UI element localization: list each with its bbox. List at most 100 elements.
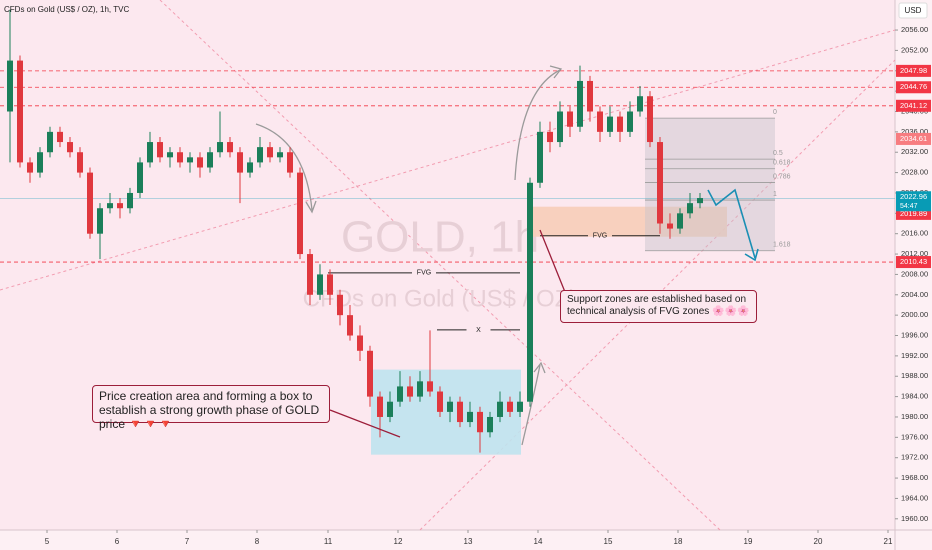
candle-body xyxy=(67,142,73,153)
candle-body xyxy=(107,203,113,209)
candle-body xyxy=(667,223,673,229)
candle-body xyxy=(147,142,153,163)
candle-body xyxy=(417,381,423,397)
candle-body xyxy=(27,162,33,173)
y-tick-label: 1976.00 xyxy=(901,432,928,441)
candle-body xyxy=(17,60,23,163)
candle-body xyxy=(367,350,373,397)
y-tick-label: 1980.00 xyxy=(901,412,928,421)
candle-body xyxy=(187,157,193,163)
candle-body xyxy=(277,152,283,158)
candle-body xyxy=(547,131,553,143)
grid: FVG X FVG xyxy=(0,70,895,334)
trend-line xyxy=(0,29,896,291)
candle-body xyxy=(47,131,53,153)
price-tag-label: 2041.12 xyxy=(900,101,927,110)
candle-body xyxy=(697,198,703,204)
x-tick-label: 12 xyxy=(394,537,403,546)
candle-body xyxy=(647,96,653,143)
candle-body xyxy=(87,172,93,234)
y-tick-label: 2056.00 xyxy=(901,25,928,34)
y-tick-label: 2008.00 xyxy=(901,269,928,278)
candle-body xyxy=(197,157,203,168)
candle-body xyxy=(237,152,243,173)
x-tick-label: 13 xyxy=(464,537,473,546)
candle-body xyxy=(217,142,223,153)
candle-body xyxy=(517,401,523,412)
candle-body xyxy=(437,391,443,412)
candle-body xyxy=(347,315,353,336)
y-tick-label: 2016.00 xyxy=(901,229,928,238)
trend-lines xyxy=(0,0,896,531)
candle-body xyxy=(477,411,483,433)
y-tick-label: 1968.00 xyxy=(901,473,928,482)
candle-body xyxy=(557,111,563,143)
y-tick-label: 2004.00 xyxy=(901,290,928,299)
x-tick-label: 6 xyxy=(115,537,120,546)
curve-arrow xyxy=(255,123,313,211)
axis: 1960.001964.001968.001972.001976.001980.… xyxy=(45,25,931,546)
price-tag-label: 2019.89 xyxy=(900,209,927,218)
candles xyxy=(7,9,703,453)
candle-body xyxy=(287,152,293,173)
fib-label: 1 xyxy=(773,191,777,198)
currency: USD xyxy=(905,6,922,15)
fvg-label: FVG xyxy=(417,270,431,277)
candle-body xyxy=(377,396,383,417)
price-tag xyxy=(896,64,931,77)
x-axis-panel xyxy=(0,530,932,550)
candle-body xyxy=(337,294,343,316)
candle-body xyxy=(587,80,593,112)
x-tick-label: 7 xyxy=(185,537,190,546)
currency-box xyxy=(898,2,928,19)
y-tick-label: 2032.00 xyxy=(901,147,928,156)
candle-body xyxy=(497,401,503,417)
candle-body xyxy=(137,162,143,193)
y-tick-label: 2036.00 xyxy=(901,127,928,136)
fib-label: 0.786 xyxy=(773,173,791,180)
candle-body xyxy=(487,416,493,433)
y-tick-label: 1960.00 xyxy=(901,514,928,523)
price-tag-label: 2010.43 xyxy=(900,257,927,266)
callout-line xyxy=(329,409,401,438)
y-tick-label: 2028.00 xyxy=(901,168,928,177)
x-tick-label: 11 xyxy=(324,537,333,546)
candle-body xyxy=(207,152,213,168)
y-tick-label: 2012.00 xyxy=(901,249,928,258)
candle-body xyxy=(297,172,303,255)
candle-body xyxy=(37,152,43,173)
candle-body xyxy=(317,274,323,295)
x-tick-label: 21 xyxy=(884,537,893,546)
x-tick-label: 20 xyxy=(814,537,823,546)
candle-body xyxy=(247,162,253,173)
x-tick-label: 19 xyxy=(744,537,753,546)
zones: 0 0.5 0.618 0.786 1 1.618 xyxy=(371,109,791,455)
y-tick-label: 1964.00 xyxy=(901,493,928,502)
price-tag xyxy=(896,132,931,145)
candle-body xyxy=(397,386,403,402)
candle-body xyxy=(567,111,573,127)
candle-body xyxy=(527,182,533,402)
price-tag-label: 2047.98 xyxy=(900,66,927,75)
countdown: 54:47 xyxy=(900,203,918,210)
candle-body xyxy=(507,401,513,412)
x-tick-label: 5 xyxy=(45,537,50,546)
current-price-label: 2022.96 xyxy=(900,192,927,201)
candle-body xyxy=(7,60,13,112)
x-tick-label: 8 xyxy=(255,537,260,546)
x-tick-label: 14 xyxy=(534,537,543,546)
price-tag xyxy=(896,99,931,112)
candle-body xyxy=(327,274,333,295)
fib-box xyxy=(645,118,775,251)
y-tick-label: 2000.00 xyxy=(901,310,928,319)
watermark-subtitle: CFDs on Gold (US$ / OZ) xyxy=(303,285,578,312)
annotation-box: Support zones are established based on t… xyxy=(560,290,757,323)
candle-body xyxy=(257,147,263,163)
candle-body xyxy=(307,254,313,295)
watermark: GOLD, 1h xyxy=(341,213,539,262)
candle-body xyxy=(657,142,663,224)
candle-body xyxy=(537,131,543,183)
candle-body xyxy=(77,152,83,173)
